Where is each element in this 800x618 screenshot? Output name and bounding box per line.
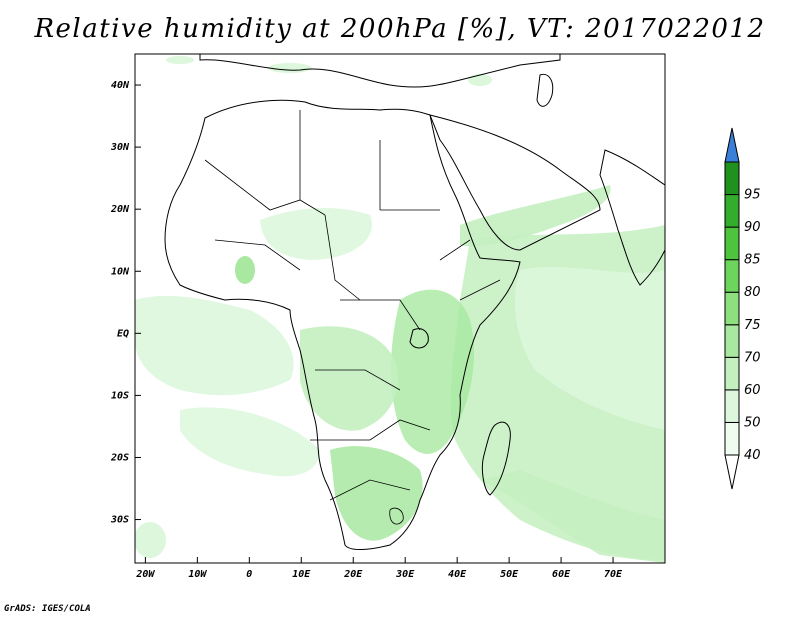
lat-tick-label: 10S: [111, 390, 129, 401]
humidity-region-central-africa: [390, 289, 475, 454]
humidity-region-south-atlantic: [180, 407, 320, 477]
colorbar-over-arrow: [724, 127, 740, 163]
coastlines: [164, 54, 665, 550]
border: [340, 299, 421, 331]
colorbar-swatch: [724, 259, 740, 293]
colorbar-label: 95: [744, 188, 761, 203]
border: [324, 214, 361, 301]
colorbar-label: 90: [744, 220, 761, 235]
colorbar-swatch: [724, 421, 740, 456]
lon-tick-label: 0: [246, 569, 252, 580]
colorbar-swatch: [724, 324, 740, 358]
lon-tick-label: 50E: [500, 569, 519, 580]
coastline-arabia: [429, 114, 601, 251]
colorbar: 40 50 60 70 75 80 85 90 95: [724, 127, 761, 490]
colorbar-under-arrow: [724, 454, 740, 490]
lat-tick-label: 20N: [110, 204, 130, 215]
lon-tick-label: 10E: [292, 569, 311, 580]
humidity-patch: [135, 522, 166, 558]
country-borders: [204, 110, 501, 525]
humidity-region-indian-ocean-inner: [515, 267, 665, 430]
map-title: Relative humidity at 200hPa [%], VT: 201…: [34, 14, 766, 44]
lat-tick-label: 30S: [110, 515, 129, 526]
colorbar-swatch: [724, 226, 740, 261]
humidity-patch: [166, 56, 194, 64]
humidity-patch: [468, 74, 492, 86]
lat-axis: 40N 30N 20N 10N EQ 10S 20S 30S: [110, 80, 141, 526]
lat-tick-label: 10N: [111, 266, 130, 277]
humidity-region-sahel: [260, 208, 372, 260]
colorbar-label: 85: [744, 253, 761, 268]
colorbar-swatch: [724, 389, 740, 423]
coastline-india: [599, 149, 665, 286]
lon-tick-label: 10W: [188, 569, 207, 580]
lon-tick-label: 30E: [395, 569, 415, 580]
border: [459, 279, 501, 301]
coastline-caspian: [536, 73, 554, 107]
lat-tick-label: 40N: [111, 80, 130, 91]
lon-tick-label: 20E: [343, 569, 363, 580]
colorbar-swatch: [724, 194, 740, 228]
border: [204, 159, 326, 216]
humidity-patch: [268, 63, 312, 73]
lat-tick-label: 30N: [110, 142, 130, 153]
colorbar-label: 80: [744, 285, 761, 300]
colorbar-label: 50: [744, 415, 761, 430]
lon-tick-label: 40E: [448, 569, 467, 580]
colorbar-swatch: [724, 291, 740, 326]
humidity-region-se-ocean: [480, 470, 665, 563]
credit-label: GrADS: IGES/COLA: [4, 604, 91, 614]
lon-tick-label: 70E: [604, 569, 623, 580]
lat-tick-label: EQ: [117, 328, 129, 339]
colorbar-swatch: [724, 161, 740, 196]
humidity-shading: [135, 56, 665, 563]
lon-tick-label: 60E: [552, 569, 571, 580]
colorbar-label: 60: [744, 383, 761, 398]
colorbar-label: 70: [744, 350, 761, 365]
coastline-africa: [164, 99, 521, 550]
coastline-europe: [199, 54, 561, 88]
coastline-madagascar: [481, 421, 511, 496]
humidity-region-southern-africa: [330, 446, 423, 541]
lat-tick-label: 20S: [110, 452, 129, 463]
colorbar-swatch: [724, 356, 740, 391]
lake-victoria: [409, 328, 429, 349]
border: [214, 239, 301, 271]
lon-tick-label: 20W: [135, 569, 155, 580]
border: [315, 369, 401, 391]
border: [329, 479, 411, 501]
humidity-region-horn: [460, 185, 611, 247]
border: [389, 507, 404, 525]
lon-axis: 20W 10W 0 10E 20E 30E 40E 50E 60E 70E: [135, 557, 623, 580]
map-frame: [134, 53, 666, 564]
colorbar-label: 40: [744, 448, 761, 463]
border: [439, 239, 471, 261]
colorbar-label: 75: [744, 318, 761, 333]
humidity-region-congo: [300, 326, 399, 431]
border: [310, 419, 431, 441]
humidity-region-atlantic: [135, 295, 294, 396]
humidity-patch: [235, 256, 255, 284]
